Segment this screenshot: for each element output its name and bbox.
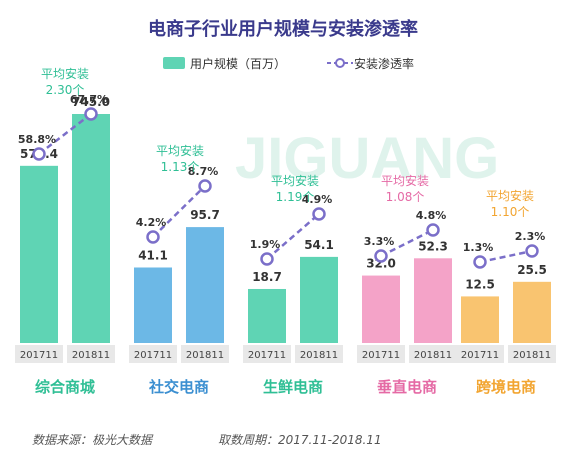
bar-value-label: 25.5	[517, 263, 547, 277]
period-box	[456, 345, 504, 363]
data-period: 取数周期：2017.11-2018.11	[218, 433, 382, 447]
penetration-line	[152, 185, 206, 238]
penetration-label: 1.3%	[463, 241, 494, 254]
penetration-label: 4.8%	[416, 209, 447, 222]
period-label: 201811	[300, 350, 338, 361]
avg-install-label: 平均安装	[41, 66, 89, 81]
group-1: 201711201811576.4745.058.8%67.7%平均安装2.30…	[15, 66, 115, 396]
legend-line-label: 安装渗透率	[354, 56, 414, 71]
penetration-point	[525, 244, 539, 258]
penetration-label: 3.3%	[364, 235, 395, 248]
period-label: 201711	[248, 350, 286, 361]
penetration-label: 4.2%	[136, 216, 167, 229]
group-3: 201711 201811 18.7 54.1 1.9% 4.9% 平均安装 1.19个生鲜电…	[243, 173, 343, 396]
bar-value-label: 745.0	[72, 95, 110, 109]
category-name: 社交电商	[148, 378, 209, 396]
period-box	[409, 345, 457, 363]
bar-value-label: 52.3	[418, 239, 448, 253]
category-name: 垂直电商	[377, 378, 437, 396]
group-5: 201711 201811 12.5 25.5 1.3% 2.3% 平均安装 1.10个跨境电…	[456, 188, 556, 396]
penetration-point	[260, 252, 274, 266]
legend: 用户规模（百万） 安装渗透率	[163, 56, 414, 71]
period-label: 201711	[134, 350, 172, 361]
legend-bar-swatch	[163, 57, 185, 69]
category-name: 跨境电商	[476, 378, 536, 396]
bar-value-label: 54.1	[304, 238, 334, 252]
legend-bar-label: 用户规模（百万）	[190, 56, 286, 71]
avg-install-value: 1.08个	[386, 190, 425, 204]
period-label: 201811	[414, 350, 452, 361]
period-label: 201711	[461, 350, 499, 361]
penetration-label: 8.7%	[188, 165, 219, 178]
avg-install-label: 平均安装	[381, 173, 429, 188]
penetration-point	[473, 255, 487, 269]
bar	[513, 281, 551, 343]
penetration-label: 1.9%	[250, 238, 281, 251]
avg-install-label: 平均安装	[271, 173, 319, 188]
bar	[248, 288, 286, 343]
bar	[414, 258, 452, 343]
avg-install-label: 平均安装	[486, 188, 534, 203]
penetration-point	[84, 107, 98, 121]
penetration-point	[312, 207, 326, 221]
bar-value-label: 18.7	[252, 270, 282, 284]
bar	[20, 165, 58, 343]
period-label: 201811	[72, 350, 110, 361]
penetration-label: 67.7%	[70, 93, 108, 106]
period-label: 201711	[20, 350, 58, 361]
period-label: 201711	[362, 350, 400, 361]
penetration-line	[266, 213, 320, 260]
watermark: JIGUANG	[235, 126, 499, 191]
penetration-point	[374, 249, 388, 263]
bar	[134, 267, 172, 343]
period-box	[15, 345, 63, 363]
avg-install-value: 2.30个	[46, 83, 85, 97]
bar	[461, 296, 499, 343]
period-box	[67, 345, 115, 363]
data-source: 数据来源：极光大数据	[32, 433, 154, 447]
bar-value-label: 32.0	[366, 257, 396, 271]
period-box	[181, 345, 229, 363]
bar	[362, 275, 400, 343]
category-name: 生鲜电商	[263, 378, 323, 396]
avg-install-value: 1.10个	[491, 205, 530, 219]
period-box	[295, 345, 343, 363]
period-label: 201811	[186, 350, 224, 361]
penetration-line	[38, 113, 92, 155]
penetration-label: 4.9%	[302, 193, 333, 206]
group-4: 201711 201811 32.0 52.3 3.3% 4.8% 平均安装 1.08个垂直电…	[357, 173, 457, 396]
penetration-point	[32, 147, 46, 161]
period-box	[243, 345, 291, 363]
chart-groups: 201711201811576.4745.058.8%67.7%平均安装2.30…	[15, 66, 556, 396]
avg-install-label: 平均安装	[156, 143, 204, 158]
legend-line-marker	[335, 58, 345, 68]
avg-install-value: 1.13个	[161, 160, 200, 174]
penetration-label: 58.8%	[18, 133, 56, 146]
penetration-line	[479, 249, 533, 264]
bar	[300, 256, 338, 343]
penetration-label: 2.3%	[515, 230, 546, 243]
period-box	[508, 345, 556, 363]
period-box	[357, 345, 405, 363]
penetration-point	[198, 179, 212, 193]
category-name: 综合商城	[35, 378, 95, 396]
bar	[72, 114, 110, 343]
period-label: 201811	[513, 350, 551, 361]
bar-value-label: 12.5	[465, 277, 495, 291]
bar-value-label: 41.1	[138, 248, 168, 262]
avg-install-value: 1.19个	[276, 190, 315, 204]
penetration-point	[426, 223, 440, 237]
group-2: 201711 201811 41.1 95.7 4.2% 8.7% 平均安装 1.13个社交电…	[129, 143, 229, 396]
watermark-text: JIGUANG	[235, 126, 499, 191]
penetration-point	[146, 230, 160, 244]
chart-title: 电商子行业用户规模与安装渗透率	[148, 18, 418, 40]
period-box	[129, 345, 177, 363]
bar-value-label: 95.7	[190, 208, 220, 222]
bar	[186, 227, 224, 343]
